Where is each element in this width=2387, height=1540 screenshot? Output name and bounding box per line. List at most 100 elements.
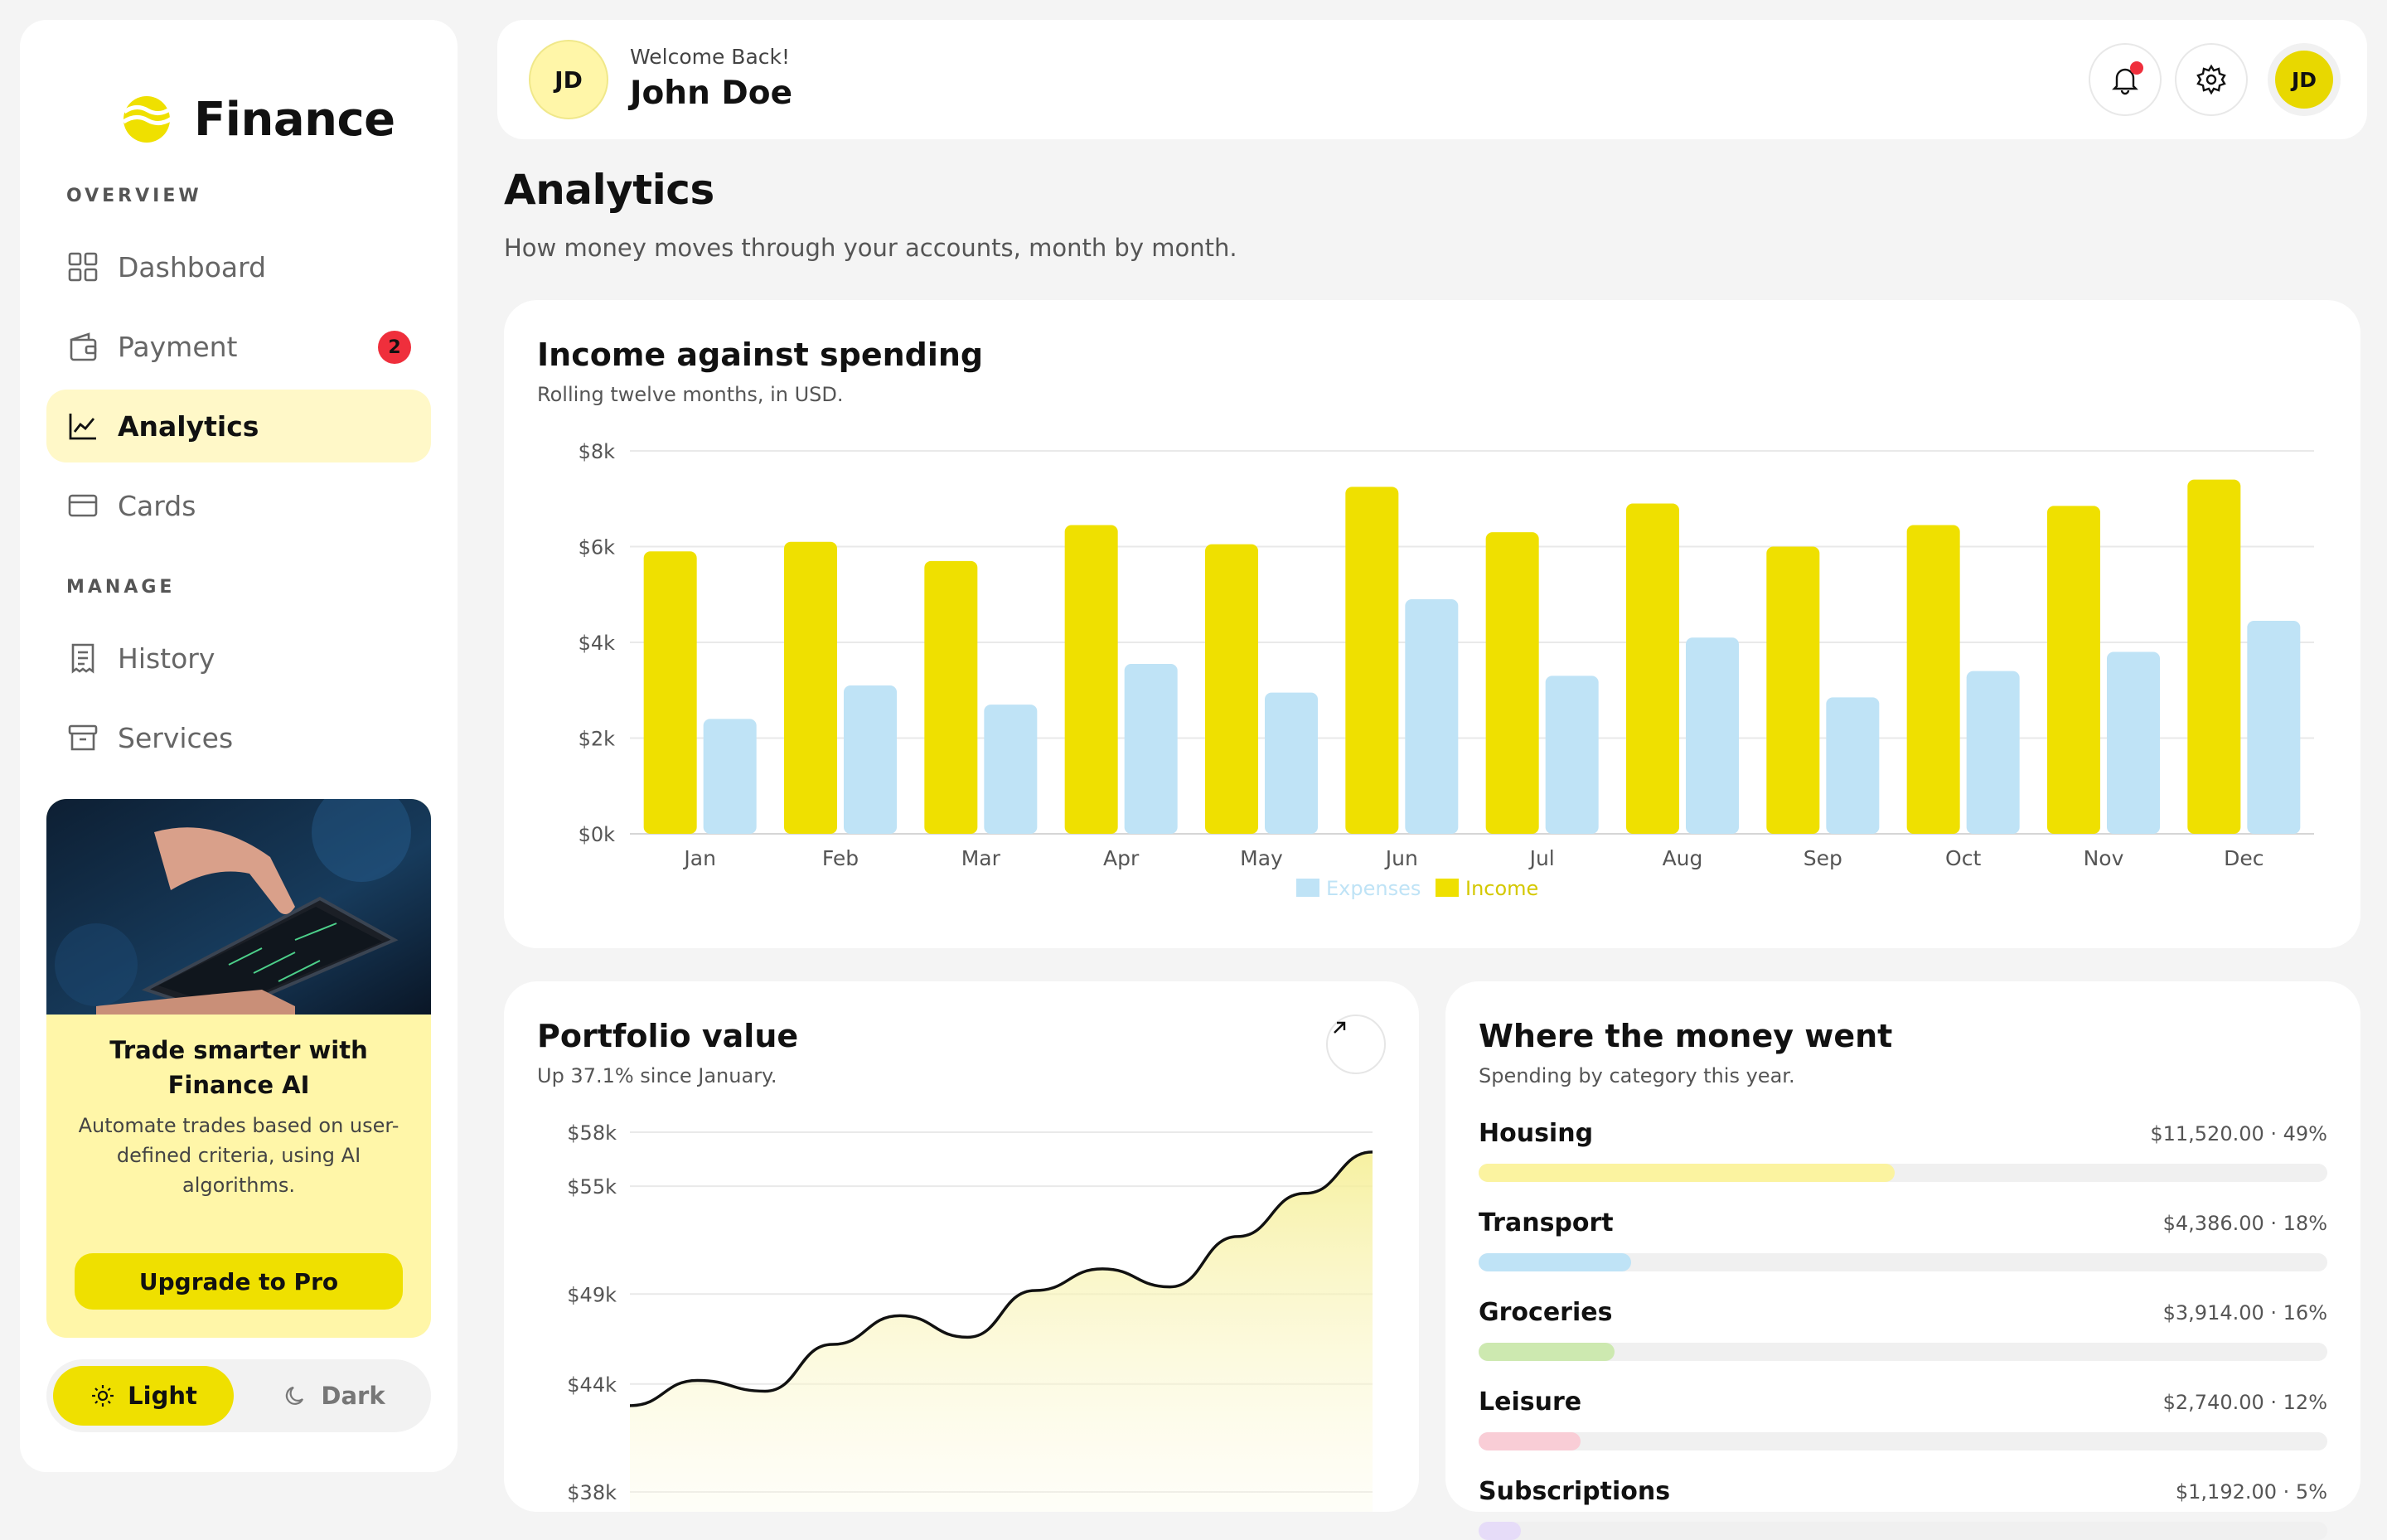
- portfolio-value-card: $38k $44k $49k $55k $58k Portfolio value Up …: [504, 981, 1419, 1512]
- income-bar[interactable]: [1626, 503, 1679, 834]
- income-bar[interactable]: [643, 551, 697, 834]
- income-chart-subtitle: Rolling twelve months, in USD.: [537, 383, 844, 406]
- brand-logo[interactable]: Finance: [114, 81, 395, 157]
- category-amount: $11,520.00 · 49%: [2150, 1122, 2327, 1145]
- income-vs-spending-chart: $0k $2k $4k $6k $8k Jan Feb Mar Apr May Jun Jul Aug S…: [579, 440, 2314, 900]
- receipt-icon: [71, 643, 94, 674]
- expenses-bar[interactable]: [2247, 621, 2301, 834]
- trading-tablet-image: [46, 799, 431, 1015]
- y-tick-label: $44k: [567, 1373, 617, 1397]
- category-name: Groceries: [1479, 1298, 1613, 1327]
- sidebar-item-payment[interactable]: Payment 2: [46, 310, 431, 383]
- light-theme-option[interactable]: Light: [53, 1366, 234, 1426]
- income-bar[interactable]: [1485, 532, 1539, 834]
- income-bar[interactable]: [1205, 544, 1258, 834]
- spending-by-category-card: Where the money went Spending by categor…: [1445, 981, 2360, 1540]
- category-amount: $2,740.00 · 12%: [2162, 1391, 2327, 1414]
- category-progress-track: [1479, 1432, 2327, 1450]
- x-tick-label: May: [1240, 846, 1283, 870]
- chart-line-icon: [69, 414, 96, 440]
- category-name: Leisure: [1479, 1387, 1582, 1417]
- promo-card: Trade smarter with Finance AI Automate t…: [46, 799, 431, 1338]
- y-tick-label: $55k: [567, 1175, 617, 1199]
- notifications-button[interactable]: [2089, 43, 2162, 116]
- y-tick-label: $0k: [579, 823, 616, 846]
- expenses-bar[interactable]: [1124, 663, 1178, 834]
- sidebar: Finance OVERVIEW Dashboard Payment 2 Ana…: [20, 20, 458, 1472]
- light-theme-label: Light: [128, 1382, 197, 1410]
- user-avatar[interactable]: JD: [529, 40, 608, 119]
- brand-name: Finance: [194, 92, 395, 147]
- category-amount: $1,192.00 · 5%: [2175, 1480, 2327, 1504]
- x-tick-label: Apr: [1103, 846, 1140, 870]
- expenses-bar[interactable]: [1265, 692, 1318, 834]
- category-name: Transport: [1479, 1208, 1614, 1237]
- wallet-icon: [70, 332, 97, 361]
- expenses-bar[interactable]: [1405, 599, 1459, 834]
- x-tick-label: Jun: [1384, 846, 1418, 870]
- sidebar-item-label: Analytics: [118, 409, 259, 443]
- settings-button[interactable]: [2175, 43, 2248, 116]
- legend-income-swatch: [1436, 879, 1459, 897]
- income-bar[interactable]: [2047, 506, 2100, 834]
- x-tick-label: Mar: [961, 846, 1001, 870]
- category-name: Housing: [1479, 1119, 1594, 1148]
- dark-theme-option[interactable]: Dark: [244, 1366, 424, 1426]
- expenses-bar[interactable]: [2107, 651, 2160, 834]
- upgrade-to-pro-button[interactable]: Upgrade to Pro: [75, 1253, 403, 1310]
- sidebar-item-analytics[interactable]: Analytics: [46, 390, 431, 462]
- expenses-bar[interactable]: [1826, 697, 1880, 834]
- dark-theme-label: Dark: [321, 1382, 385, 1410]
- x-tick-label: Feb: [822, 846, 859, 870]
- expenses-bar[interactable]: [844, 685, 897, 834]
- income-bar[interactable]: [1906, 525, 1960, 834]
- sidebar-item-history[interactable]: History: [46, 622, 431, 695]
- portfolio-value-line[interactable]: [629, 1150, 1373, 1407]
- finance-logo-icon: [122, 96, 173, 143]
- income-bar[interactable]: [1345, 487, 1399, 834]
- expenses-bar[interactable]: [1686, 637, 1739, 834]
- user-name: John Doe: [630, 75, 793, 112]
- profile-avatar-button[interactable]: JD: [2268, 43, 2341, 116]
- promo-description: Automate trades based on user-defined cr…: [78, 1114, 399, 1197]
- x-tick-label: Jan: [682, 846, 716, 870]
- category-progress-track: [1479, 1522, 2327, 1540]
- expenses-bar[interactable]: [703, 719, 757, 834]
- legend-income-label: Income: [1465, 877, 1538, 900]
- expenses-bar[interactable]: [1545, 676, 1599, 834]
- overview-section-label: OVERVIEW: [66, 186, 202, 206]
- credit-card-icon: [68, 494, 98, 517]
- arrow-up-right-icon: [1334, 1021, 1346, 1034]
- sidebar-item-label: Payment: [118, 330, 238, 363]
- portfolio-title: Portfolio value: [537, 1018, 799, 1054]
- archive-icon: [68, 724, 98, 751]
- promo-title: Trade smarter with Finance AI: [109, 1036, 368, 1099]
- income-bar[interactable]: [2187, 479, 2241, 834]
- expenses-bar[interactable]: [984, 705, 1038, 834]
- y-tick-label: $4k: [579, 632, 616, 655]
- y-tick-label: $6k: [579, 536, 616, 559]
- income-bar[interactable]: [924, 560, 978, 834]
- expenses-bar[interactable]: [1966, 671, 2020, 834]
- x-tick-label: Jul: [1528, 846, 1555, 870]
- income-bar[interactable]: [1766, 546, 1820, 835]
- sun-icon: [92, 1385, 114, 1407]
- category-progress-fill: [1479, 1164, 1895, 1182]
- legend-expenses-label: Expenses: [1326, 877, 1421, 900]
- page-subtitle: How money moves through your accounts, m…: [504, 234, 1237, 262]
- notification-count-badge: 2: [378, 331, 411, 364]
- sidebar-item-services[interactable]: Services: [46, 701, 431, 774]
- income-bar[interactable]: [784, 541, 837, 834]
- expand-portfolio-button[interactable]: [1326, 1015, 1386, 1074]
- sidebar-item-label: Dashboard: [118, 250, 267, 283]
- sidebar-item-dashboard[interactable]: Dashboard: [46, 230, 431, 303]
- notification-dot: [2130, 61, 2143, 75]
- income-bar[interactable]: [1064, 525, 1118, 834]
- legend-expenses-swatch: [1296, 879, 1319, 897]
- sidebar-item-label: Cards: [118, 489, 196, 522]
- category-progress-fill: [1479, 1343, 1615, 1361]
- manage-section-label: MANAGE: [66, 577, 176, 598]
- category-progress-fill: [1479, 1253, 1632, 1271]
- profile-initials: JD: [2275, 51, 2333, 109]
- sidebar-item-cards[interactable]: Cards: [46, 469, 431, 542]
